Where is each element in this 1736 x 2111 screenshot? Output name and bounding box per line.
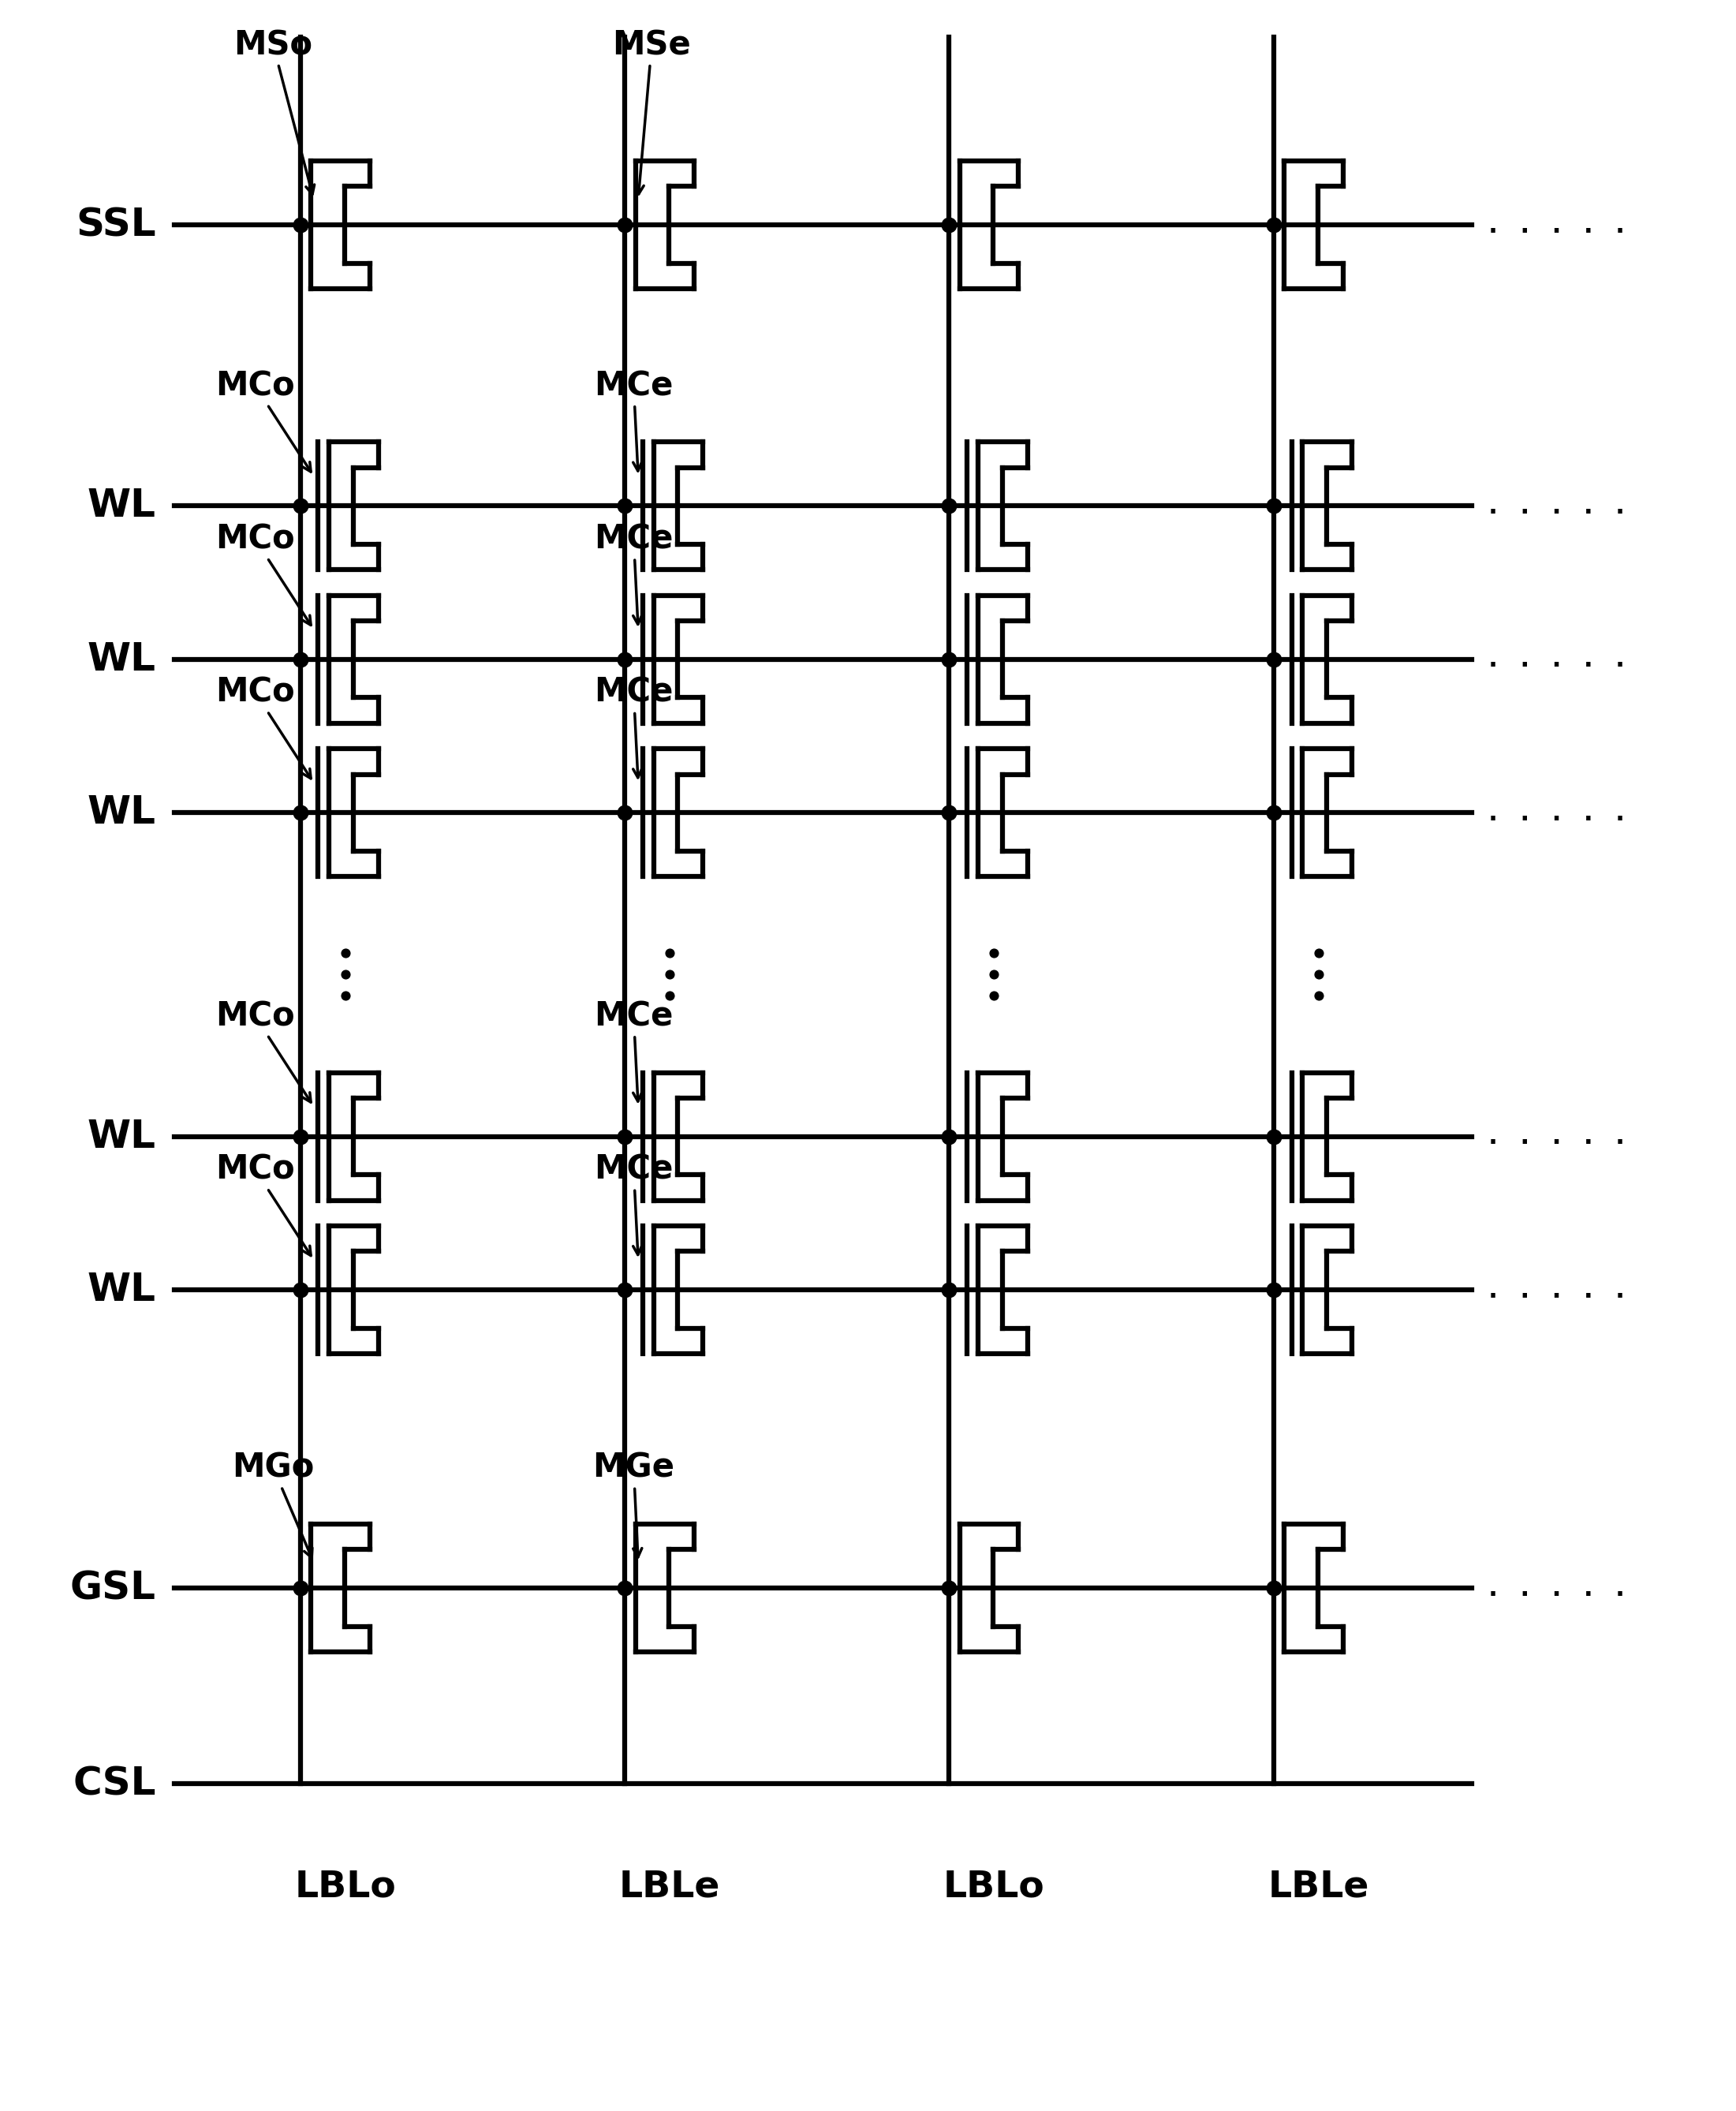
Point: [286, 1273, 314, 1307]
Point: [981, 980, 1009, 1013]
Text: WL: WL: [87, 1271, 156, 1309]
Point: [936, 1119, 963, 1153]
Text: MSe: MSe: [613, 27, 691, 194]
Text: MGo: MGo: [233, 1450, 314, 1558]
Text: MCe: MCe: [594, 676, 674, 777]
Point: [611, 1571, 639, 1604]
Text: MCo: MCo: [215, 524, 311, 625]
Point: [1260, 796, 1288, 830]
Point: [936, 642, 963, 676]
Text: LBLe: LBLe: [1267, 1868, 1370, 1904]
Text: LBLe: LBLe: [620, 1868, 720, 1904]
Text: MCo: MCo: [215, 369, 311, 471]
Point: [1260, 1119, 1288, 1153]
Point: [611, 1273, 639, 1307]
Point: [1260, 642, 1288, 676]
Point: [656, 937, 684, 971]
Text: MCe: MCe: [594, 1001, 674, 1102]
Point: [1260, 1273, 1288, 1307]
Point: [936, 1273, 963, 1307]
Point: [286, 1571, 314, 1604]
Text: MCo: MCo: [215, 1153, 311, 1256]
Text: . . . . .: . . . . .: [1486, 646, 1628, 671]
Point: [656, 980, 684, 1013]
Text: . . . . .: . . . . .: [1486, 211, 1628, 239]
Point: [611, 490, 639, 524]
Text: . . . . .: . . . . .: [1486, 1575, 1628, 1600]
Point: [1260, 1571, 1288, 1604]
Text: LBLo: LBLo: [295, 1868, 396, 1904]
Point: [936, 209, 963, 243]
Point: [981, 937, 1009, 971]
Point: [332, 937, 359, 971]
Point: [656, 958, 684, 992]
Point: [611, 642, 639, 676]
Point: [332, 958, 359, 992]
Text: WL: WL: [87, 640, 156, 678]
Text: MCo: MCo: [215, 1001, 311, 1102]
Point: [1305, 937, 1333, 971]
Point: [286, 642, 314, 676]
Point: [981, 958, 1009, 992]
Text: . . . . .: . . . . .: [1486, 1123, 1628, 1150]
Point: [936, 796, 963, 830]
Point: [936, 1571, 963, 1604]
Point: [1305, 980, 1333, 1013]
Text: GSL: GSL: [69, 1568, 156, 1606]
Point: [286, 796, 314, 830]
Point: [1260, 490, 1288, 524]
Text: . . . . .: . . . . .: [1486, 1277, 1628, 1302]
Point: [611, 796, 639, 830]
Text: CSL: CSL: [73, 1765, 156, 1803]
Point: [611, 209, 639, 243]
Point: [286, 490, 314, 524]
Point: [936, 490, 963, 524]
Point: [286, 209, 314, 243]
Text: MGe: MGe: [592, 1450, 675, 1558]
Text: . . . . .: . . . . .: [1486, 494, 1628, 519]
Text: MCo: MCo: [215, 676, 311, 779]
Text: WL: WL: [87, 488, 156, 526]
Text: WL: WL: [87, 794, 156, 832]
Text: MCe: MCe: [594, 524, 674, 625]
Text: LBLo: LBLo: [943, 1868, 1045, 1904]
Point: [1305, 958, 1333, 992]
Point: [332, 980, 359, 1013]
Text: MCe: MCe: [594, 1153, 674, 1254]
Text: MCe: MCe: [594, 369, 674, 471]
Point: [286, 1119, 314, 1153]
Point: [611, 1119, 639, 1153]
Text: WL: WL: [87, 1117, 156, 1155]
Text: . . . . .: . . . . .: [1486, 800, 1628, 825]
Text: MSo: MSo: [234, 27, 314, 194]
Point: [1260, 209, 1288, 243]
Text: SSL: SSL: [76, 207, 156, 243]
